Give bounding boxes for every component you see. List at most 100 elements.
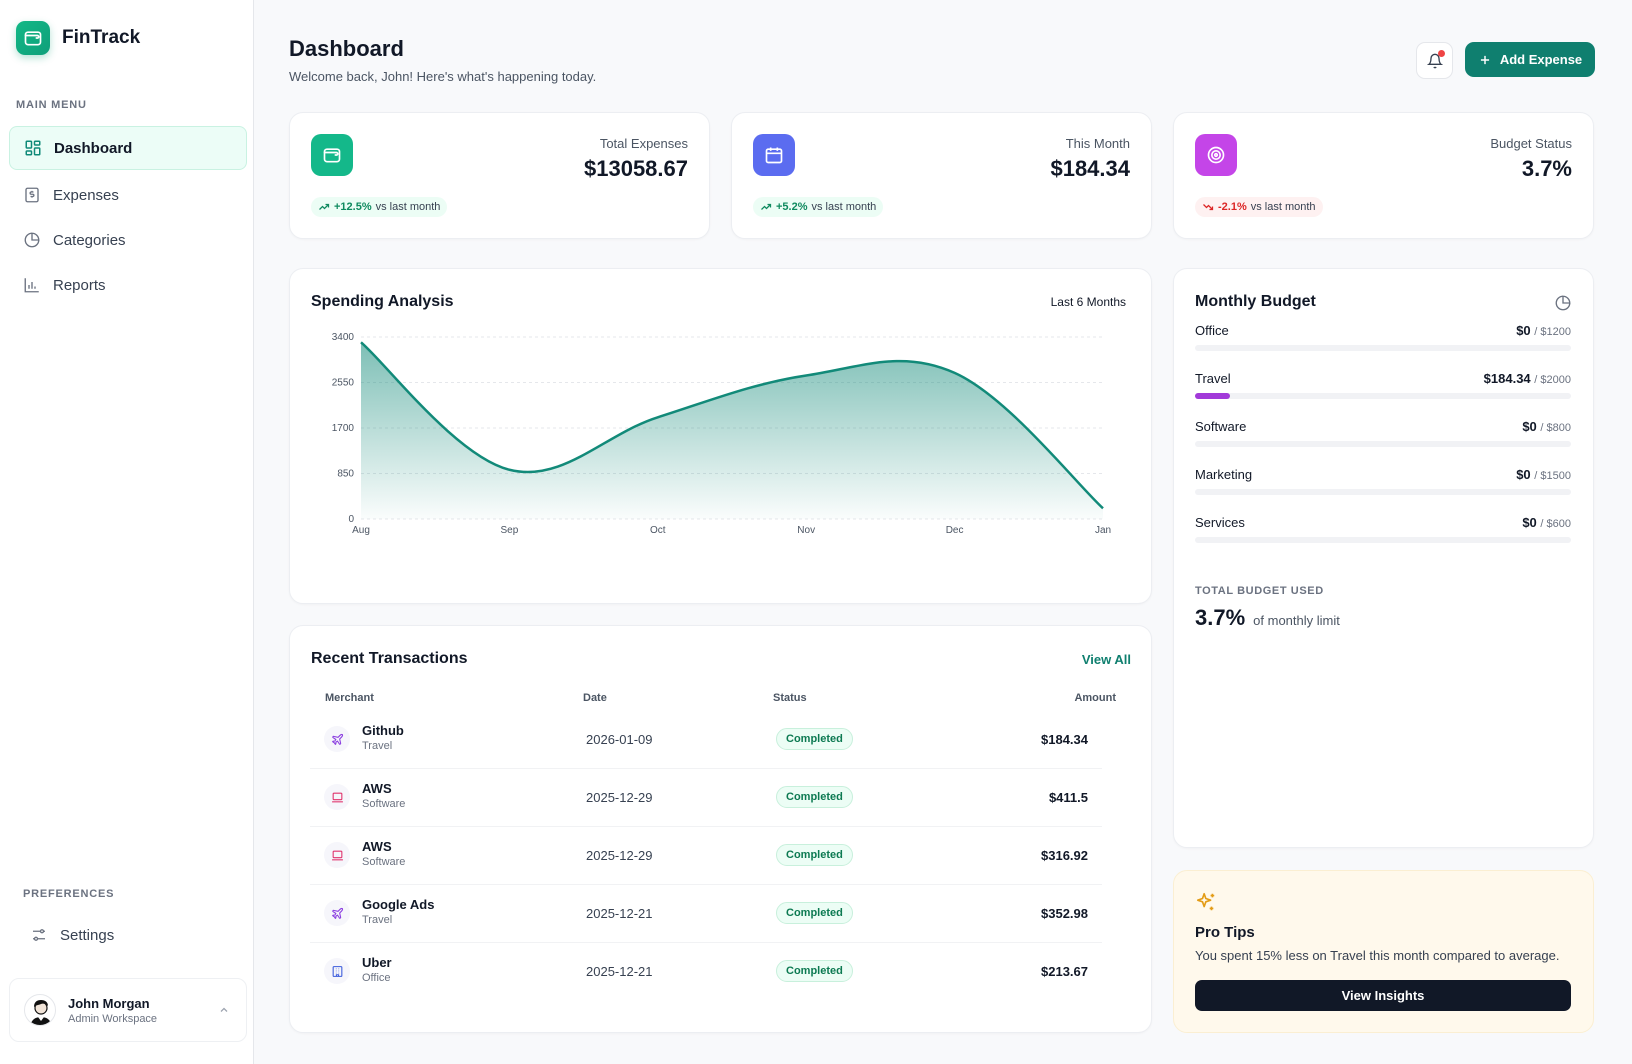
merchant-name: Uber [362, 955, 392, 970]
sidebar-item-settings[interactable]: Settings [16, 913, 254, 957]
bar-chart-icon [24, 278, 39, 293]
add-expense-button[interactable]: Add Expense [1465, 42, 1595, 77]
data-point-sep[interactable] [501, 462, 517, 478]
merchant-category: Software [362, 856, 406, 868]
budget-limit: / $2000 [1534, 374, 1571, 386]
trending-up-icon [761, 203, 772, 210]
recent-transactions-card: Recent Transactions View All Merchant Da… [289, 625, 1152, 1033]
sidebar-item-label: Categories [53, 231, 126, 249]
pro-tips-card: Pro Tips You spent 15% less on Travel th… [1173, 870, 1594, 1033]
pie-chart-icon [24, 232, 40, 248]
y-tick-label: 850 [337, 469, 354, 480]
status-badge: Completed [776, 902, 853, 924]
data-point-nov[interactable] [798, 368, 814, 384]
budget-limit: / $800 [1540, 422, 1571, 434]
stat-card-budget-status: Budget Status 3.7% -2.1% vs last month [1173, 112, 1594, 239]
sidebar-item-reports[interactable]: Reports [9, 263, 247, 307]
column-header-status[interactable]: Status [773, 692, 807, 704]
table-row[interactable]: Github Travel 2026-01-09 Completed $184.… [310, 709, 1102, 769]
table-row[interactable]: AWS Software 2025-12-29 Completed $316.9… [310, 825, 1102, 885]
trending-down-icon [1203, 204, 1214, 211]
budget-progress-track [1195, 393, 1571, 399]
table-row[interactable]: AWS Software 2025-12-29 Completed $411.5 [310, 767, 1102, 827]
budget-item: Travel $184.34 / $2000 [1195, 371, 1571, 399]
building-icon [324, 958, 350, 984]
pie-chart-icon[interactable] [1554, 294, 1572, 312]
x-tick-label: Dec [946, 525, 964, 536]
sidebar-item-dashboard[interactable]: Dashboard [9, 126, 247, 170]
transaction-amount: $316.92 [1041, 848, 1088, 863]
budget-item: Software $0 / $800 [1195, 419, 1571, 447]
stat-label: This Month [1065, 136, 1130, 151]
notifications-button[interactable] [1416, 42, 1453, 79]
data-point-oct[interactable] [650, 409, 666, 425]
sidebar-item-label: Expenses [53, 186, 119, 204]
plane-icon [324, 900, 350, 926]
trend-badge: +5.2% vs last month [753, 197, 884, 217]
total-budget-suffix: of monthly limit [1253, 613, 1340, 628]
status-badge: Completed [776, 786, 853, 808]
stat-card-total-expenses: Total Expenses $13058.67 +12.5% vs last … [289, 112, 710, 239]
status-badge: Completed [776, 960, 853, 982]
budget-category: Services [1195, 515, 1245, 530]
sidebar: FinTrack MAIN MENU Dashboard Expenses Ca… [0, 0, 254, 1064]
page-subtitle: Welcome back, John! Here's what's happen… [289, 69, 597, 84]
stat-card-this-month: This Month $184.34 +5.2% vs last month [731, 112, 1152, 239]
data-point-aug[interactable] [353, 334, 369, 350]
merchant-category: Travel [362, 740, 393, 752]
stat-label: Budget Status [1490, 136, 1572, 151]
trend-suffix: vs last month [375, 201, 441, 213]
table-row[interactable]: Uber Office 2025-12-21 Completed $213.67 [310, 941, 1102, 1001]
transaction-amount: $213.67 [1041, 964, 1088, 979]
column-header-amount[interactable]: Amount [1074, 692, 1116, 704]
brand[interactable]: FinTrack [16, 21, 140, 55]
merchant-category: Travel [362, 914, 393, 926]
notification-dot [1438, 50, 1445, 57]
plane-icon [324, 726, 350, 752]
trend-value: +5.2% [776, 201, 808, 213]
user-card[interactable]: John Morgan Admin Workspace [9, 978, 247, 1042]
monthly-budget-card: Monthly Budget Office $0 / $1200 Travel … [1173, 268, 1594, 848]
stat-value: 3.7% [1521, 156, 1572, 181]
stat-value: $184.34 [1050, 156, 1130, 181]
y-tick-label: 1700 [332, 423, 355, 434]
budget-progress-track [1195, 345, 1571, 351]
budget-spent: $0 [1522, 515, 1537, 530]
range-selector[interactable]: Last 6 Months [1050, 295, 1126, 309]
budget-progress-track [1195, 441, 1571, 447]
stat-value: $13058.67 [584, 156, 688, 181]
total-budget-label: TOTAL BUDGET USED [1195, 585, 1324, 597]
budget-spent: $0 [1522, 419, 1537, 434]
column-header-merchant[interactable]: Merchant [325, 692, 374, 704]
column-header-date[interactable]: Date [583, 692, 607, 704]
budget-limit: / $1500 [1534, 470, 1571, 482]
view-insights-button[interactable]: View Insights [1195, 980, 1571, 1011]
budget-item: Marketing $0 / $1500 [1195, 467, 1571, 495]
stat-label: Total Expenses [599, 136, 688, 151]
table-row[interactable]: Google Ads Travel 2025-12-21 Completed $… [310, 883, 1102, 943]
transaction-date: 2025-12-29 [586, 790, 653, 805]
budget-progress-track [1195, 489, 1571, 495]
sidebar-item-expenses[interactable]: Expenses [9, 173, 247, 217]
sparkles-icon [1196, 892, 1215, 911]
data-point-jan[interactable] [1095, 500, 1111, 516]
sidebar-item-categories[interactable]: Categories [9, 218, 247, 262]
trend-value: +12.5% [334, 201, 372, 213]
total-budget-value: 3.7% [1195, 605, 1246, 630]
x-tick-label: Aug [352, 525, 370, 536]
chevron-up-icon[interactable] [218, 1004, 230, 1016]
transaction-amount: $352.98 [1041, 906, 1088, 921]
laptop-icon [324, 842, 350, 868]
data-point-dec[interactable] [947, 365, 963, 381]
x-tick-label: Jan [1095, 525, 1111, 536]
plus-icon [1480, 55, 1489, 64]
transactions-title: Recent Transactions [311, 650, 468, 667]
status-badge: Completed [776, 844, 853, 866]
target-icon [1195, 134, 1237, 176]
wallet-icon [311, 134, 353, 176]
merchant-category: Office [362, 972, 391, 984]
view-all-link[interactable]: View All [1081, 652, 1131, 667]
budget-spent: $0 [1516, 467, 1531, 482]
main-menu-title: MAIN MENU [16, 99, 87, 111]
brand-name: FinTrack [62, 27, 141, 48]
